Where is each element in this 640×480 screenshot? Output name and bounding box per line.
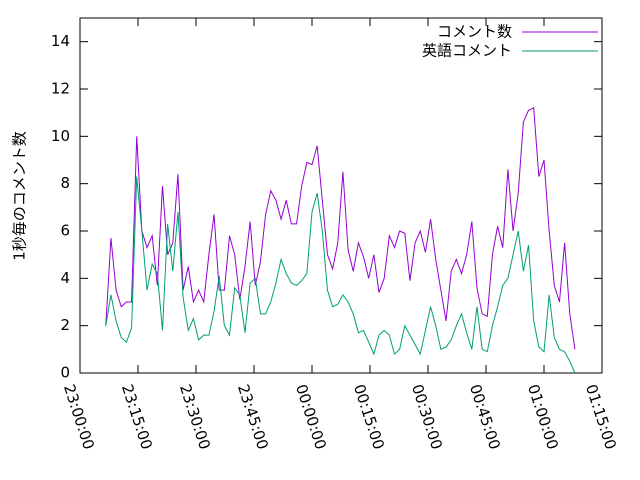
legend-label: 英語コメント (422, 42, 512, 60)
x-tick-label: 01:00:00 (524, 382, 562, 452)
x-tick-label: 00:00:00 (292, 382, 330, 452)
y-axis-label: 1秒毎のコメント数 (11, 131, 29, 261)
x-tick-label: 23:00:00 (60, 382, 98, 452)
series-line (105, 107, 576, 350)
y-tick-label: 2 (60, 316, 70, 334)
y-tick-label: 10 (51, 127, 70, 145)
x-tick-label: 23:30:00 (176, 382, 214, 452)
y-tick-label: 0 (60, 364, 70, 382)
y-tick-label: 4 (60, 269, 70, 287)
y-tick-label: 14 (51, 32, 70, 50)
x-tick-label: 00:15:00 (350, 382, 388, 452)
y-tick-label: 8 (60, 174, 70, 192)
x-tick-label: 00:30:00 (408, 382, 446, 452)
y-tick-label: 6 (60, 222, 70, 240)
series-line (105, 176, 576, 374)
y-tick-label: 12 (51, 80, 70, 98)
x-tick-label: 00:45:00 (466, 382, 504, 452)
legend-label: コメント数 (437, 23, 512, 41)
x-tick-label: 23:15:00 (118, 382, 156, 452)
x-tick-label: 01:15:00 (582, 382, 620, 452)
plot-frame (79, 17, 603, 374)
x-tick-label: 23:45:00 (234, 382, 272, 452)
